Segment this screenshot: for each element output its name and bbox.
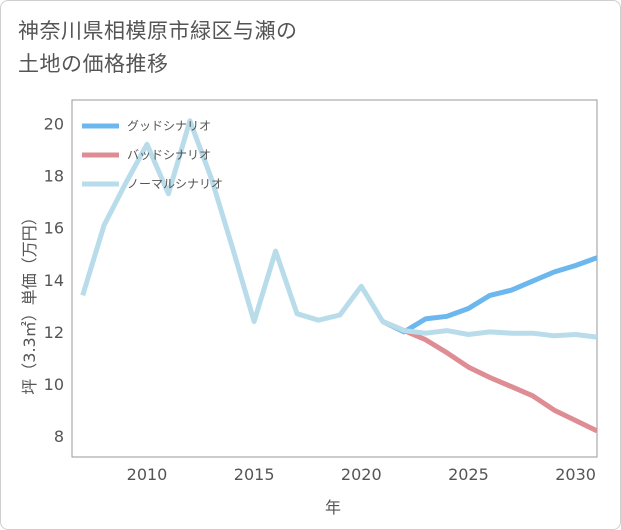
series-lines <box>80 118 597 434</box>
legend-label: ノーマルシナリオ <box>127 177 223 191</box>
series-line-1 <box>381 319 597 434</box>
series-line-0 <box>381 255 597 335</box>
y-tick-label: 20 <box>44 114 64 133</box>
y-tick-label: 8 <box>54 427 64 446</box>
plot-area <box>71 99 598 458</box>
y-tick-label: 14 <box>44 271 64 290</box>
x-tick-label: 2010 <box>127 465 168 484</box>
x-tick-label: 2020 <box>341 465 382 484</box>
y-tick-label: 18 <box>44 167 64 186</box>
y-axis-ticks: 8 10 12 14 16 18 20 <box>44 114 64 446</box>
legend-label: バッドシナリオ <box>127 148 211 162</box>
y-tick-label: 12 <box>44 323 64 342</box>
chart-title: 神奈川県相模原市緑区与瀬の 土地の価格推移 <box>18 19 298 76</box>
x-tick-label: 2030 <box>555 465 596 484</box>
x-tick-label: 2025 <box>448 465 489 484</box>
plot-frame <box>71 99 598 458</box>
x-axis-title: 年 <box>325 498 341 517</box>
y-axis-title: 坪（3.3㎡）単価（万円） <box>20 209 39 394</box>
x-axis-ticks: 2010 2015 2020 2025 2030 <box>127 465 596 484</box>
series-line-2 <box>80 118 597 340</box>
y-tick-label: 10 <box>44 375 64 394</box>
y-tick-label: 16 <box>44 219 64 238</box>
legend-label: グッドシナリオ <box>127 119 211 133</box>
x-tick-label: 2015 <box>234 465 275 484</box>
